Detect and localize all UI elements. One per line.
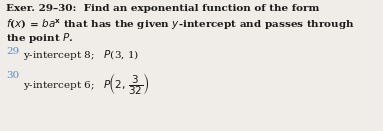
Text: $\mathbf{\mathit{f}}$($\mathbf{\mathit{x}}$) = $\mathbf{\mathit{b}}$$\mathbf{\ma: $\mathbf{\mathit{f}}$($\mathbf{\mathit{x… — [6, 18, 355, 32]
Text: the point $\mathbf{\mathit{P}}$.: the point $\mathbf{\mathit{P}}$. — [6, 31, 74, 45]
Text: 30: 30 — [6, 71, 19, 80]
Text: y-intercept 8;   $\mathit{P}$(3, 1): y-intercept 8; $\mathit{P}$(3, 1) — [23, 48, 139, 61]
Text: Exer. 29–30:  Find an exponential function of the form: Exer. 29–30: Find an exponential functio… — [6, 4, 319, 13]
Text: 29: 29 — [6, 48, 19, 56]
Text: y-intercept 6;   $\mathit{P}\!\left(2,\,\dfrac{3}{32}\right)$: y-intercept 6; $\mathit{P}\!\left(2,\,\d… — [23, 71, 150, 97]
